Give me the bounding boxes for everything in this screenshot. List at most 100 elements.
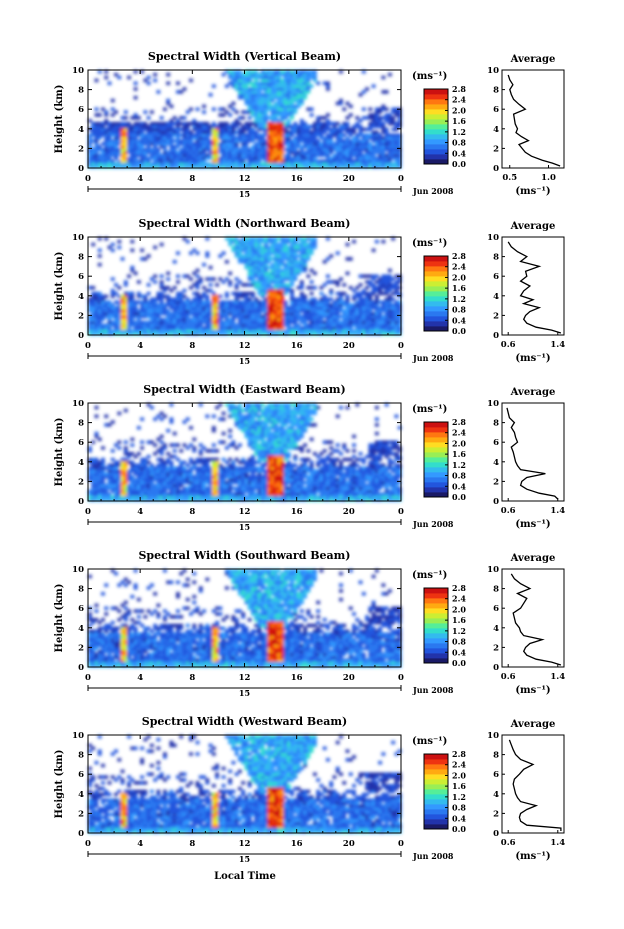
colorbar-swatch (424, 296, 448, 302)
heatmap-cell (221, 153, 226, 158)
heatmap-cell (159, 144, 164, 149)
heatmap-cell (299, 127, 304, 132)
heatmap-cell (280, 84, 285, 88)
heatmap-cell (120, 162, 125, 166)
heatmap-cell (162, 133, 167, 137)
heatmap-cell (234, 153, 239, 158)
heatmap-cell (286, 78, 291, 83)
heatmap-cell (218, 142, 223, 146)
heatmap-cell (378, 147, 383, 152)
heatmap-cell (381, 239, 386, 244)
heatmap-cell (391, 165, 396, 169)
heatmap-cell (306, 156, 311, 160)
heatmap-cell (251, 110, 255, 114)
heatmap-cell (381, 127, 386, 132)
heatmap-cell (130, 136, 135, 140)
heatmap-cell (120, 127, 125, 132)
heatmap-cell (368, 150, 373, 155)
heatmap-cell (110, 127, 115, 132)
heatmap-cell (172, 144, 177, 149)
heatmap-cell (159, 156, 164, 160)
heatmap-cell (374, 239, 379, 244)
heatmap-cell (394, 136, 399, 140)
heatmap-cell (110, 320, 115, 325)
heatmap-cell (169, 147, 174, 152)
heatmap-cell (365, 142, 369, 146)
heatmap-cell (374, 142, 379, 146)
heatmap-cell (371, 119, 376, 123)
colorbar-swatch (424, 124, 448, 130)
heatmap-cell (156, 130, 161, 135)
heatmap-cell (397, 139, 402, 143)
heatmap-cell (140, 121, 145, 126)
heatmap-cell (123, 162, 128, 166)
heatmap-cell (172, 150, 177, 155)
heatmap-cell (143, 121, 148, 126)
heatmap-cell (397, 165, 402, 169)
profile-y-tick-label: 8 (493, 86, 499, 96)
heatmap-cell (358, 332, 363, 336)
heatmap-cell (273, 75, 278, 80)
heatmap-cell (254, 107, 259, 111)
heatmap-cell (166, 329, 171, 333)
heatmap-cell (329, 288, 334, 293)
heatmap-cell (348, 165, 353, 169)
heatmap-cell (381, 116, 386, 120)
heatmap-cell (381, 130, 386, 135)
heatmap-cell (277, 144, 281, 149)
heatmap-cell (306, 165, 311, 169)
heatmap-cell (97, 262, 102, 267)
heatmap-cell (397, 144, 402, 149)
heatmap-cell (283, 110, 288, 114)
heatmap-cell (348, 323, 353, 327)
heatmap-cell (247, 147, 252, 152)
heatmap-cell (267, 144, 272, 149)
heatmap-cell (130, 153, 135, 158)
heatmap-cell (162, 153, 167, 158)
heatmap-cell (91, 130, 96, 135)
heatmap-cell (306, 70, 311, 74)
heatmap-cell (172, 323, 177, 327)
heatmap-cell (273, 70, 278, 74)
heatmap-cell (234, 147, 239, 152)
heatmap-cell (332, 124, 337, 129)
heatmap-cell (182, 87, 187, 91)
heatmap-cell (303, 144, 308, 149)
heatmap-cell (185, 110, 190, 114)
heatmap-cell (306, 326, 311, 330)
heatmap-cell (374, 156, 379, 160)
heatmap-cell (202, 162, 206, 166)
heatmap-cell (342, 150, 347, 155)
heatmap-cell (189, 332, 193, 336)
heatmap-cell (146, 144, 151, 149)
heatmap-cell (358, 329, 363, 333)
heatmap-cell (332, 329, 337, 333)
heatmap-cell (215, 165, 220, 169)
heatmap-cell (267, 130, 272, 135)
heatmap-cell (179, 153, 184, 158)
heatmap-cell (241, 81, 246, 86)
heatmap-cell (208, 142, 213, 146)
heatmap-cell (277, 124, 281, 129)
heatmap-cell (286, 136, 291, 140)
colorbar-swatch (424, 149, 448, 155)
heatmap-cell (299, 78, 304, 83)
heatmap-cell (156, 159, 161, 163)
heatmap-cell (332, 332, 337, 336)
heatmap-cell (378, 150, 383, 155)
heatmap-cell (339, 153, 343, 158)
heatmap-cell (234, 119, 239, 123)
heatmap-cell (110, 288, 115, 293)
heatmap-cell (322, 139, 327, 143)
heatmap-cell (335, 139, 340, 143)
heatmap-cell (114, 326, 118, 330)
heatmap-cell (244, 153, 249, 158)
heatmap-cell (127, 323, 131, 327)
heatmap-cell (97, 329, 102, 333)
heatmap-cell (172, 130, 177, 135)
heatmap-cell (202, 332, 206, 336)
heatmap-cell (335, 130, 340, 135)
colorbar-tick-label: 1.2 (452, 294, 466, 304)
heatmap-cell (293, 136, 298, 140)
heatmap-cell (140, 153, 145, 158)
